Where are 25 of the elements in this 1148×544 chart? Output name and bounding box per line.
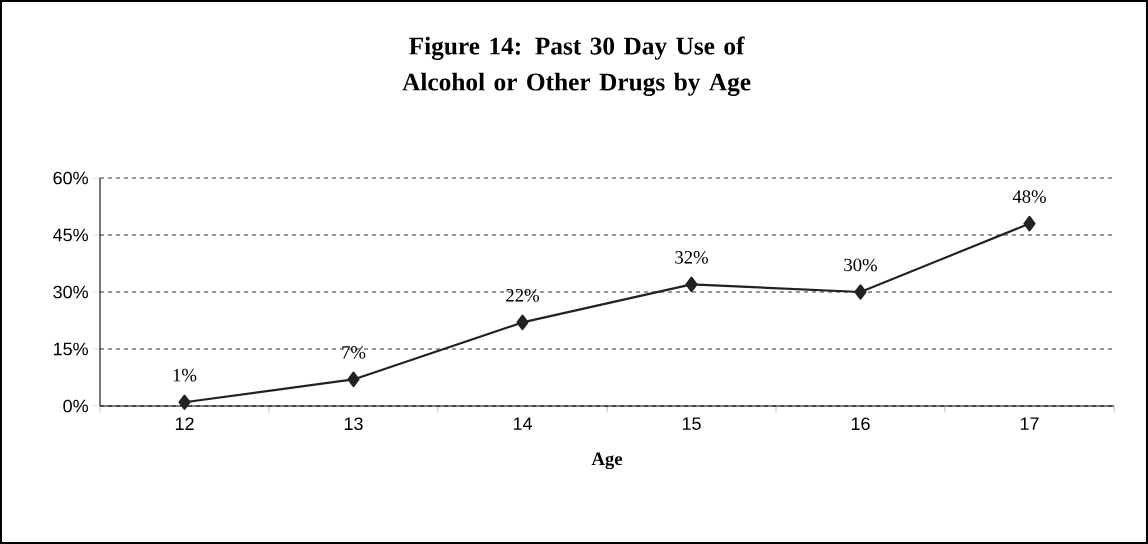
data-label: 48% [1012, 190, 1046, 203]
data-label: 32% [675, 251, 708, 264]
y-tick-label: 60% [53, 171, 88, 185]
point [178, 394, 191, 410]
x-tick-label: 15 [682, 417, 701, 430]
x-tick-label: 14 [513, 417, 532, 430]
point [685, 276, 698, 293]
data-label: 30% [844, 258, 877, 272]
point [1023, 215, 1036, 232]
data-label: 22% [506, 289, 539, 302]
point [347, 371, 360, 388]
x-tick-label: 12 [175, 417, 194, 430]
y-tick-label: 15% [53, 342, 88, 356]
y-tick-label: 30% [53, 285, 88, 299]
x-tick-label: 17 [1020, 417, 1039, 430]
point [854, 284, 867, 300]
point [516, 314, 529, 331]
x-axis-title: Age [591, 452, 623, 470]
data-label: 7% [342, 346, 366, 359]
y-tick-label: 0% [63, 399, 88, 413]
x-tick-label: 13 [344, 417, 363, 431]
x-tick-label: 16 [851, 417, 870, 431]
chart-title: Figure 14: Past 30 Day Use of Alcohol or Other Drugs by Age [402, 36, 751, 96]
y-tick-label: 45% [53, 228, 88, 242]
data-label: 1% [173, 368, 197, 382]
